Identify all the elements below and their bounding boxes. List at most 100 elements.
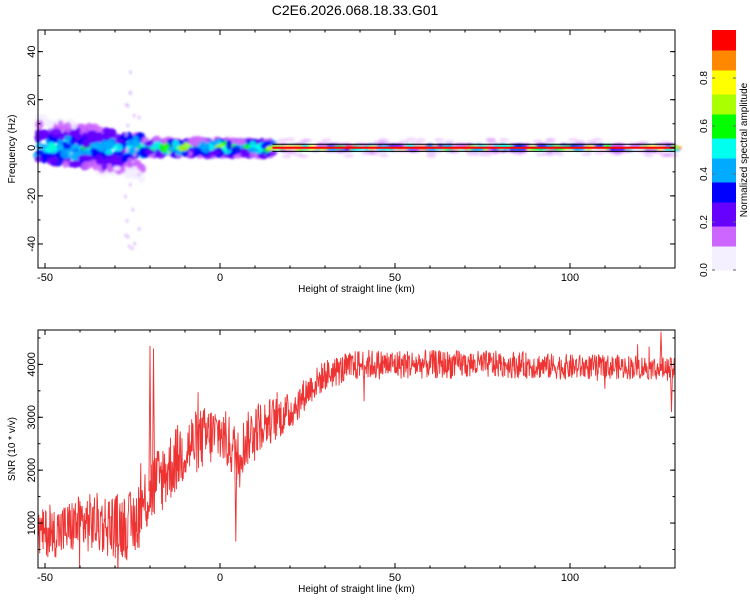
heatmap-cell [134,147,138,152]
colorbar-swatch [712,58,736,63]
snr-ytick-label: 3000 [26,405,38,429]
heatmap-cell [171,139,180,150]
snr-ytick-label: 1000 [26,511,38,535]
heatmap-cell [652,150,663,155]
heatmap-cell [378,138,389,143]
snr-frame [37,329,676,569]
colorbar-swatch [712,246,736,251]
colorbar-swatch [712,34,736,39]
colorbar-swatch [712,62,736,67]
heatmap-cell [124,194,128,199]
colorbar-swatch [712,110,736,115]
heatmap-cell [201,143,210,154]
colorbar-swatch [712,242,736,247]
heatmap-cell [485,137,496,142]
snr-series-line [38,331,675,568]
heatmap-cell [295,141,306,146]
colorbar-swatch [712,206,736,211]
heatmap-xlabel: Height of straight line (km) [298,284,415,295]
colorbar-swatch [712,198,736,203]
snr-xlabel: Height of straight line (km) [298,584,415,595]
heatmap-cell [160,137,167,145]
heatmap-cell [69,162,82,168]
heatmap-cell [133,153,137,158]
heatmap-cell [512,151,523,156]
heatmap-cell [125,218,129,223]
heatmap-cell [131,159,135,164]
colorbar-swatch [712,30,736,35]
heatmap-cell [499,138,510,143]
heatmap-cell [277,138,288,143]
heatmap-cell [536,143,547,148]
heatmap-cell [64,135,72,142]
colorbar-swatch [712,66,736,71]
colorbar-swatch [712,250,736,255]
colorbar-swatch [712,178,736,183]
heatmap-cell [35,119,44,130]
colorbar-swatch [712,102,736,107]
heatmap-cell [231,145,241,155]
heatmap-cell [62,160,69,168]
colorbar-swatch [712,262,736,267]
colorbar-swatch [712,258,736,263]
colorbar-swatch [712,226,736,231]
heatmap-frame [37,29,676,269]
colorbar-swatch [712,114,736,119]
heatmap-cell [95,126,104,133]
colorbar: 0.0 0.2 0.4 0.6 0.8 Normalized spectral ampli… [699,30,750,277]
snr-xtick-label: 0 [217,572,223,584]
heatmap-cell [473,152,484,157]
heatmap-cell [34,128,43,137]
heatmap-cell [109,129,117,136]
heatmap-cell [285,137,296,142]
heatmap-cell [42,130,50,138]
heatmap-cell [366,150,377,155]
heatmap-xtick-label: -50 [37,272,53,284]
heatmap-cell [247,147,259,154]
heatmap-cell [137,172,141,177]
colorbar-swatch [712,190,736,195]
colorbar-swatch [712,230,736,235]
heatmap-ylabel: Frequency (Hz) [7,115,18,184]
heatmap-cell [119,133,131,142]
heatmap-cell [177,144,189,152]
heatmap-cell [126,123,130,128]
colorbar-swatch [712,106,736,111]
heatmap-cell [137,227,141,232]
heatmap-cell [81,154,94,162]
heatmap-cell [586,139,597,144]
heatmap-cell [46,119,54,129]
colorbar-swatch [712,134,736,139]
heatmap-cell [113,165,121,172]
heatmap-cell [434,137,445,142]
colorbar-swatch [712,166,736,171]
colorbar-swatch [712,74,736,79]
heatmap-cell [127,139,138,147]
heatmap-cell [124,233,128,238]
heatmap-cell [372,141,383,146]
heatmap-cell [95,154,104,165]
colorbar-swatch [712,266,736,271]
heatmap-cell [46,156,59,166]
heatmap-cell [107,138,116,147]
heatmap-cell [167,146,176,153]
colorbar-swatch [712,162,736,167]
heatmap-ytick-label: 40 [26,46,38,58]
heatmap-cell [127,157,134,168]
heatmap-ytick-label: 0 [26,145,38,151]
heatmap-cell [126,234,130,239]
heatmap-cell [60,148,72,159]
heatmap-cell [112,143,123,152]
colorbar-label: Normalized spectral amplitude [739,82,750,217]
heatmap-cell [128,90,132,95]
heatmap-cell [112,150,122,156]
colorbar-swatch [712,158,736,163]
heatmap-cell [47,147,58,154]
colorbar-swatch [712,210,736,215]
heatmap-ytick-label: -20 [26,188,38,204]
heatmap-cell [133,241,137,246]
heatmap-cell [260,143,268,150]
heatmap-cell [415,137,426,142]
colorbar-swatch [712,130,736,135]
